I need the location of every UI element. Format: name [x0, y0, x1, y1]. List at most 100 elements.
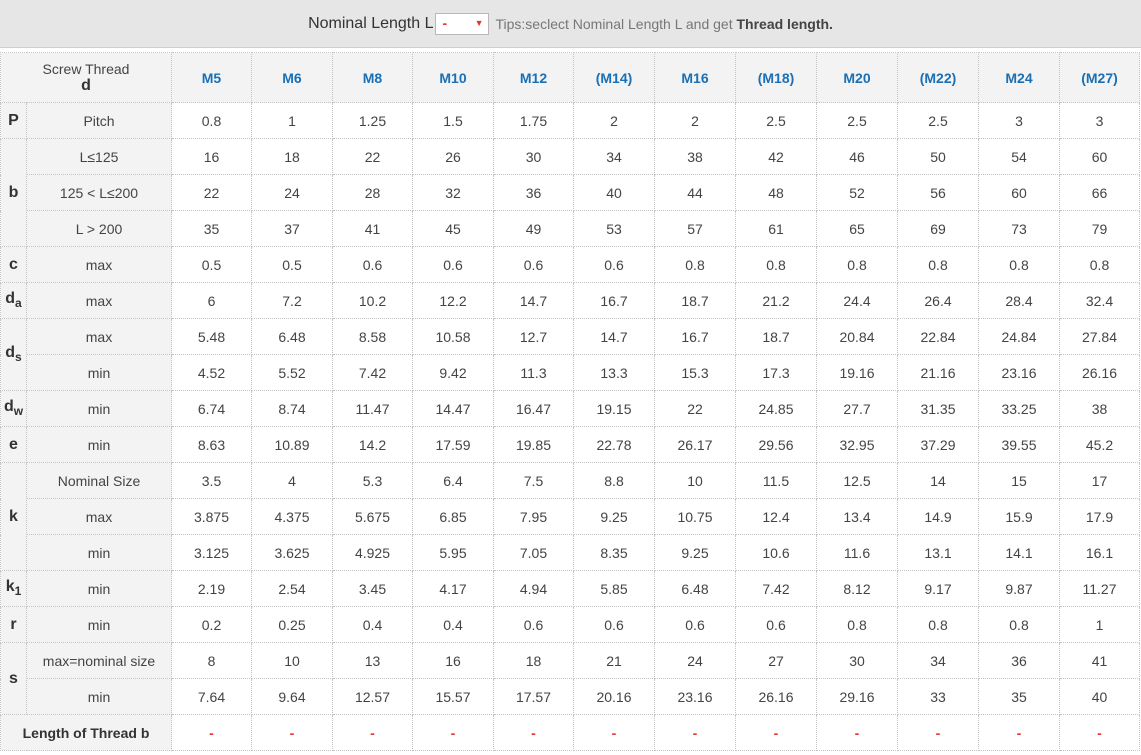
size-header: M10: [412, 52, 494, 103]
value-cell: 31.35: [897, 390, 979, 427]
value-cell: 0.4: [332, 606, 413, 643]
size-header: (M18): [735, 52, 817, 103]
value-cell: 8.8: [573, 462, 655, 499]
value-cell: 36: [493, 174, 574, 211]
size-header: M16: [654, 52, 736, 103]
value-cell: 69: [897, 210, 979, 247]
value-cell: 8.35: [573, 534, 655, 571]
value-cell: 5.675: [332, 498, 413, 535]
value-cell: 34: [897, 642, 979, 679]
value-cell: 23.16: [654, 678, 736, 715]
thread-length-value: -: [897, 714, 979, 751]
table-row: da max 6 7.2 10.2 12.2 14.7 16.7 18.7 21.2 24.4 26.…: [0, 282, 1140, 319]
value-cell: 3.125: [171, 534, 252, 571]
symbol-cell: b: [0, 138, 27, 247]
symbol-text: r: [10, 615, 17, 633]
value-cell: 11.3: [493, 354, 574, 391]
value-cell: 5.52: [251, 354, 333, 391]
value-cell: 0.6: [573, 606, 655, 643]
value-cell: 26.16: [735, 678, 817, 715]
value-cell: 18: [493, 642, 574, 679]
value-cell: 16.7: [573, 282, 655, 319]
size-header: M8: [332, 52, 413, 103]
value-cell: 33.25: [978, 390, 1060, 427]
symbol-text: k: [5, 578, 15, 596]
symbol-subscript: a: [15, 296, 22, 311]
value-cell: 10: [654, 462, 736, 499]
value-cell: 66: [1059, 174, 1140, 211]
value-cell: 45: [412, 210, 494, 247]
value-cell: 10.2: [332, 282, 413, 319]
symbol-cell: P: [0, 102, 27, 139]
value-cell: 10.89: [251, 426, 333, 463]
value-cell: 79: [1059, 210, 1140, 247]
symbol-text: d: [5, 290, 16, 308]
value-cell: 0.6: [654, 606, 736, 643]
value-cell: 12.7: [493, 318, 574, 355]
value-cell: 24.85: [735, 390, 817, 427]
value-cell: 7.42: [735, 570, 817, 607]
value-cell: 7.42: [332, 354, 413, 391]
value-cell: 0.6: [735, 606, 817, 643]
value-cell: 9.64: [251, 678, 333, 715]
row-description: Nominal Size: [26, 462, 172, 499]
value-cell: 6.85: [412, 498, 494, 535]
row-description: min: [26, 678, 172, 715]
symbol-subscript: 1: [14, 584, 22, 599]
d-label: d: [81, 76, 91, 94]
value-cell: 12.4: [735, 498, 817, 535]
value-cell: 40: [573, 174, 655, 211]
value-cell: 15: [978, 462, 1060, 499]
row-description: max: [26, 246, 172, 283]
table-row: b L≤125 16 18 22 26 30 34 38 42 46 50 54 60: [0, 138, 1140, 247]
value-cell: 16: [171, 138, 252, 175]
symbol-text: c: [9, 255, 18, 273]
value-cell: 41: [332, 210, 413, 247]
symbol-cell: k1: [0, 570, 27, 607]
value-cell: 0.5: [251, 246, 333, 283]
value-cell: 16.47: [493, 390, 574, 427]
value-cell: 61: [735, 210, 817, 247]
value-cell: 56: [897, 174, 979, 211]
value-cell: 14.1: [978, 534, 1060, 571]
value-cell: 26.17: [654, 426, 736, 463]
value-cell: 7.05: [493, 534, 574, 571]
thread-length-value: -: [493, 714, 574, 751]
thread-length-value: -: [332, 714, 413, 751]
value-cell: 0.6: [493, 246, 574, 283]
table-row: e min 8.63 10.89 14.2 17.59 19.85 22.78 26.17 29.…: [0, 426, 1140, 463]
symbol-subscript: w: [13, 404, 24, 419]
value-cell: 22.84: [897, 318, 979, 355]
symbol-cell: s: [0, 642, 27, 715]
value-cell: 14.7: [573, 318, 655, 355]
table-row: dw min 6.74 8.74 11.47 14.47 16.47 19.15 22 24.85…: [0, 390, 1140, 427]
nominal-length-select[interactable]: - ▼: [435, 12, 490, 35]
thread-length-value: -: [1059, 714, 1140, 751]
value-cell: 48: [735, 174, 817, 211]
value-cell: 3: [978, 102, 1060, 139]
value-cell: 2.54: [251, 570, 333, 607]
thread-length-value: -: [573, 714, 655, 751]
value-cell: 6.48: [251, 318, 333, 355]
value-cell: 52: [816, 174, 898, 211]
value-cell: 53: [573, 210, 655, 247]
value-cell: 0.6: [573, 246, 655, 283]
thread-length-value: -: [735, 714, 817, 751]
value-cell: 4: [251, 462, 333, 499]
value-cell: 15.3: [654, 354, 736, 391]
table-row: ds max 5.48 6.48 8.58 10.58 12.7 14.7 16.7 18.7 20…: [0, 318, 1140, 391]
value-cell: 16.1: [1059, 534, 1140, 571]
value-cell: 9.25: [654, 534, 736, 571]
value-cell: 0.8: [171, 102, 252, 139]
value-cell: 9.87: [978, 570, 1060, 607]
value-cell: 20.84: [816, 318, 898, 355]
value-cell: 28: [332, 174, 413, 211]
value-cell: 9.17: [897, 570, 979, 607]
value-cell: 41: [1059, 642, 1140, 679]
value-cell: 16.7: [654, 318, 736, 355]
value-cell: 5.95: [412, 534, 494, 571]
table-row: L > 200 35 37 41 45 49 53 57 61 65 69 73 79: [1, 210, 1140, 247]
value-cell: 6: [171, 282, 252, 319]
value-cell: 18.7: [654, 282, 736, 319]
table-row: s max=nominal size 8 10 13 16 18 21 24 27 30 34 36 41: [0, 642, 1140, 715]
